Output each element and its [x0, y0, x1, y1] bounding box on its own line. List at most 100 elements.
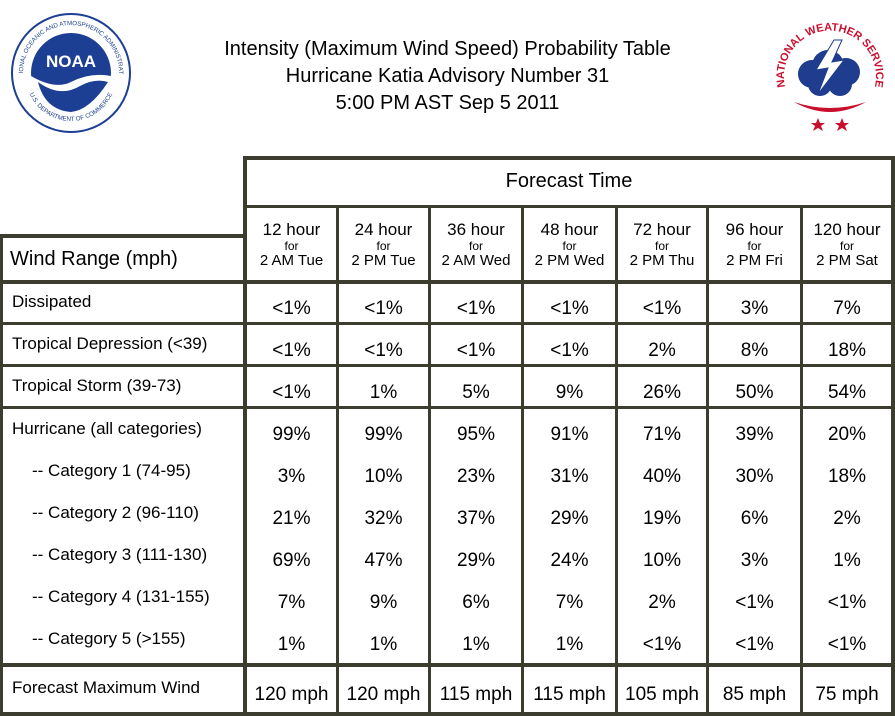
column-day: 2 PM Thu — [629, 252, 695, 269]
probability-cell: 105 mph — [625, 684, 699, 705]
probability-cell: 1% — [369, 382, 398, 403]
nws-logo-icon: NATIONAL WEATHER SERVICE — [775, 21, 885, 131]
row-label: Hurricane (all categories) — [12, 419, 202, 438]
probability-cell: 5% — [462, 382, 490, 403]
column-hour: 48 hour — [540, 220, 599, 239]
probability-cell: 50% — [735, 382, 774, 403]
probability-cell: <1% — [827, 634, 867, 655]
probability-cell: 120 mph — [346, 684, 421, 705]
probability-cell: 7% — [555, 592, 584, 613]
row-label: -- Category 4 (131-155) — [32, 587, 210, 606]
probability-cell: 20% — [827, 424, 867, 445]
row-label: -- Category 2 (96-110) — [32, 503, 199, 522]
probability-cell: 39% — [735, 424, 774, 445]
probability-cell: <1% — [364, 340, 403, 361]
probability-cell: 10% — [642, 550, 682, 571]
probability-cell: 54% — [827, 382, 867, 403]
title-line-2: Hurricane Katia Advisory Number 31 — [285, 65, 610, 87]
probability-cell: 6% — [740, 508, 769, 529]
probability-cell: <1% — [456, 298, 496, 319]
column-hour: 72 hour — [633, 220, 691, 239]
probability-cell: <1% — [456, 340, 496, 361]
probability-cell: 24% — [550, 550, 589, 571]
probability-cell: 26% — [642, 382, 682, 403]
probability-cell: <1% — [272, 340, 311, 361]
column-hour: 36 hour — [447, 220, 505, 239]
column-hour: 24 hour — [354, 220, 413, 239]
probability-cell: 1% — [555, 634, 584, 655]
page-title: Intensity (Maximum Wind Speed) Probabili… — [150, 36, 745, 117]
probability-cell: 29% — [550, 508, 589, 529]
row-label: -- Category 3 (111-130) — [32, 545, 208, 564]
probability-cell: 120 mph — [254, 684, 329, 705]
row-label: -- Category 1 (74-95) — [32, 461, 191, 480]
probability-cell: <1% — [272, 298, 311, 319]
probability-cell: 32% — [364, 508, 403, 529]
probability-cell: <1% — [550, 340, 589, 361]
probability-cell: 19% — [642, 508, 682, 529]
probability-cell: 7% — [833, 298, 861, 319]
probability-cell: 95% — [456, 424, 496, 445]
probability-cell: 99% — [272, 424, 311, 445]
probability-cell: 21% — [272, 508, 311, 529]
row-label: Forecast Maximum Wind — [12, 678, 200, 697]
row-label: Tropical Depression (<39) — [12, 334, 208, 353]
probability-cell: 47% — [364, 550, 403, 571]
title-line-1: Intensity (Maximum Wind Speed) Probabili… — [224, 38, 671, 60]
probability-cell: 115 mph — [439, 684, 513, 705]
column-day: 2 PM Fri — [726, 252, 783, 269]
column-for: for — [654, 239, 669, 253]
probability-cell: 10% — [364, 466, 403, 487]
probability-cell: 1% — [369, 634, 398, 655]
probability-cell: 40% — [642, 466, 682, 487]
forecast-time-header: Forecast Time — [505, 170, 633, 192]
probability-cell: <1% — [735, 634, 774, 655]
column-hour: 120 hour — [813, 220, 881, 239]
probability-cell: <1% — [550, 298, 589, 319]
column-header: 96 hour for 2 PM Fri — [709, 220, 800, 269]
probability-cell: 2% — [648, 592, 676, 613]
probability-cell: 85 mph — [722, 684, 787, 705]
probability-cell: 9% — [369, 592, 398, 613]
column-day: 2 AM Wed — [441, 252, 511, 269]
probability-cell: 115 mph — [533, 684, 606, 705]
column-for: for — [562, 239, 577, 253]
probability-cell: 3% — [277, 466, 306, 487]
column-header: 12 hour for 2 AM Tue — [247, 220, 336, 269]
probability-cell: 1% — [833, 550, 861, 571]
probability-cell: 23% — [456, 466, 496, 487]
probability-cell: 75 mph — [815, 684, 879, 705]
probability-cell: 8% — [740, 340, 769, 361]
probability-cell: <1% — [827, 592, 867, 613]
column-day: 2 PM Sat — [816, 252, 878, 269]
probability-cell: 71% — [642, 424, 682, 445]
probability-cell: 3% — [740, 550, 769, 571]
column-header: 24 hour for 2 PM Tue — [339, 220, 428, 269]
column-day: 2 PM Wed — [534, 252, 605, 269]
column-for: for — [376, 239, 391, 253]
column-hour: 12 hour — [262, 220, 321, 239]
probability-cell: 30% — [735, 466, 774, 487]
probability-cell: <1% — [642, 298, 682, 319]
probability-cell: <1% — [364, 298, 403, 319]
probability-cell: 1% — [277, 634, 306, 655]
column-header: 72 hour for 2 PM Thu — [618, 220, 706, 269]
row-label: Dissipated — [12, 292, 92, 311]
probability-cell: 2% — [648, 340, 676, 361]
column-day: 2 AM Tue — [259, 252, 324, 269]
column-header: 36 hour for 2 AM Wed — [431, 220, 521, 269]
row-label: -- Category 5 (>155) — [32, 629, 186, 648]
noaa-logo-text: NOAA — [46, 52, 96, 71]
column-for: for — [747, 239, 762, 253]
probability-cell: 18% — [827, 466, 867, 487]
column-for: for — [839, 239, 854, 253]
probability-cell: 6% — [462, 592, 490, 613]
probability-cell: 1% — [462, 634, 490, 655]
title-line-3: 5:00 PM AST Sep 5 2011 — [335, 92, 560, 114]
probability-cell: 31% — [550, 466, 589, 487]
probability-cell: 29% — [456, 550, 496, 571]
column-for: for — [284, 239, 299, 253]
probability-cell: 2% — [833, 508, 861, 529]
probability-cell: 69% — [272, 550, 311, 571]
probability-cell: 37% — [456, 508, 496, 529]
